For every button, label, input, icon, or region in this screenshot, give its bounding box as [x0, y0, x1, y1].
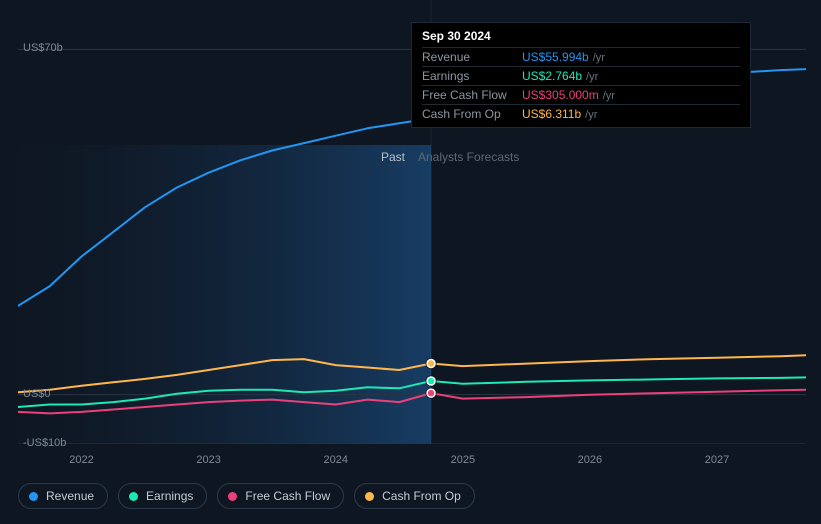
legend-label: Cash From Op [382, 489, 461, 503]
legend-dot-icon [228, 492, 237, 501]
legend-item[interactable]: Earnings [118, 483, 207, 509]
legend-item[interactable]: Free Cash Flow [217, 483, 344, 509]
tooltip-row-value: US$6.311b [522, 107, 581, 121]
tooltip-row-unit: /yr [593, 52, 605, 64]
x-axis-tick: 2024 [323, 454, 347, 466]
tooltip-row-unit: /yr [603, 90, 615, 102]
tooltip-row-unit: /yr [585, 109, 597, 121]
y-axis-tick: -US$10b [23, 437, 66, 449]
forecast-label: Analysts Forecasts [418, 150, 519, 164]
x-axis-tick: 2027 [705, 454, 729, 466]
tooltip-row-label: Revenue [422, 50, 518, 64]
legend-label: Earnings [146, 489, 193, 503]
legend-label: Revenue [46, 489, 94, 503]
x-axis-tick: 2026 [578, 454, 602, 466]
tooltip-row-label: Free Cash Flow [422, 88, 518, 102]
past-label: Past [381, 150, 405, 164]
tooltip-row-value: US$2.764b [522, 69, 582, 83]
tooltip-row-value: US$305.000m [522, 88, 599, 102]
legend-item[interactable]: Cash From Op [354, 483, 475, 509]
x-axis-tick: 2023 [196, 454, 220, 466]
x-axis-tick: 2025 [451, 454, 475, 466]
tooltip-row: Earnings US$2.764b/yr [422, 66, 740, 85]
legend-dot-icon [29, 492, 38, 501]
tooltip-row: Cash From Op US$6.311b/yr [422, 104, 740, 123]
tooltip-row-value: US$55.994b [522, 50, 589, 64]
legend-item[interactable]: Revenue [18, 483, 108, 509]
legend-dot-icon [365, 492, 374, 501]
legend-dot-icon [129, 492, 138, 501]
tooltip-row-label: Earnings [422, 69, 518, 83]
tooltip-row-label: Cash From Op [422, 107, 518, 121]
tooltip-row: Revenue US$55.994b/yr [422, 47, 740, 66]
y-axis-tick: US$0 [23, 388, 51, 400]
tooltip-row-unit: /yr [586, 71, 598, 83]
legend: Revenue Earnings Free Cash Flow Cash From O… [18, 483, 475, 509]
tooltip: Sep 30 2024 RevenueUS$55.994b/yrEarnings… [411, 22, 751, 128]
tooltip-row: Free Cash Flow US$305.000m/yr [422, 85, 740, 104]
x-axis-tick: 2022 [69, 454, 93, 466]
tooltip-title: Sep 30 2024 [422, 29, 740, 47]
y-axis-tick: US$70b [23, 42, 63, 54]
chart-container: Past Analysts Forecasts Sep 30 2024 Reve… [0, 0, 821, 524]
legend-label: Free Cash Flow [245, 489, 330, 503]
